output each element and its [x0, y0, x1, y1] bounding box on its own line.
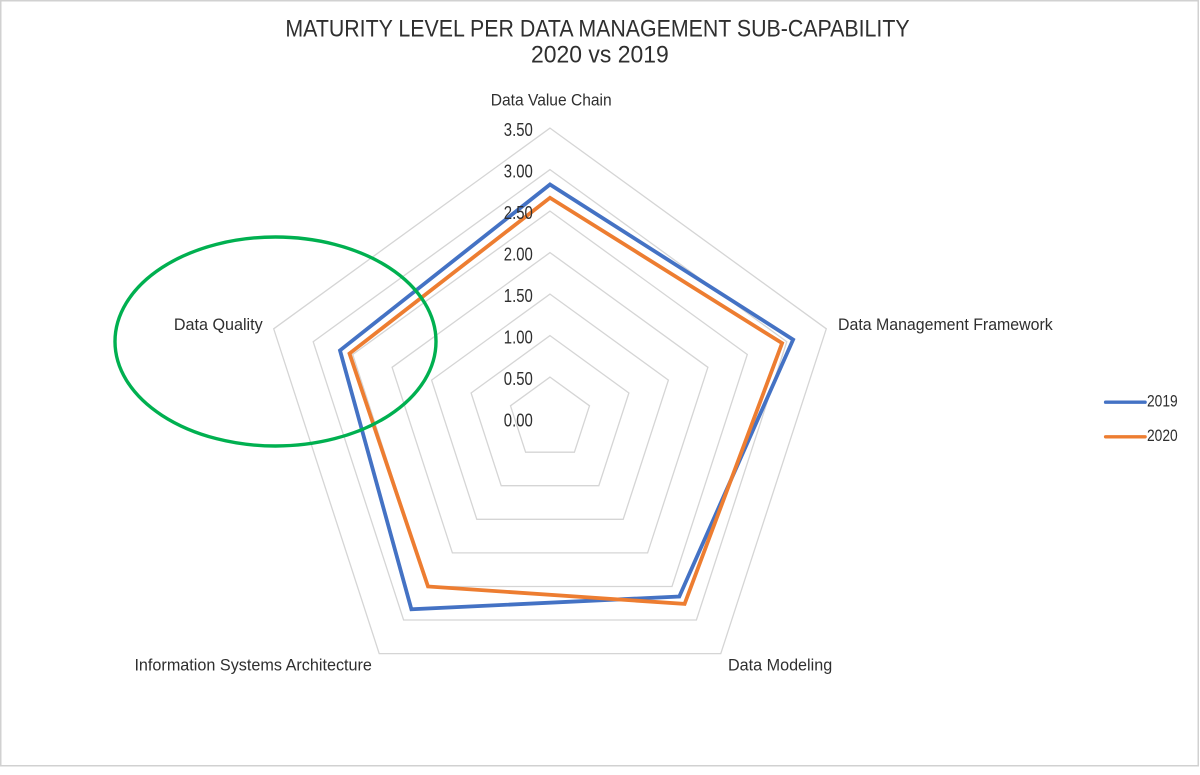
svg-text:2020: 2020 [1147, 427, 1178, 445]
svg-text:3.50: 3.50 [504, 119, 533, 140]
svg-text:1.00: 1.00 [504, 327, 533, 348]
svg-text:Data Value Chain: Data Value Chain [491, 92, 612, 110]
svg-text:2020 vs 2019: 2020 vs 2019 [531, 43, 669, 69]
svg-text:MATURITY LEVEL PER DATA MANAGE: MATURITY LEVEL PER DATA MANAGEMENT SUB-C… [285, 16, 909, 42]
svg-text:0.50: 0.50 [504, 368, 533, 389]
svg-text:Information Systems Architectu: Information Systems Architecture [134, 656, 372, 674]
svg-text:Data Quality: Data Quality [174, 316, 264, 334]
svg-text:0.00: 0.00 [504, 410, 533, 431]
svg-text:Data Modeling: Data Modeling [728, 656, 832, 674]
svg-text:2019: 2019 [1147, 392, 1178, 410]
svg-text:1.50: 1.50 [504, 285, 533, 306]
svg-text:2.00: 2.00 [504, 244, 533, 265]
svg-text:3.00: 3.00 [504, 161, 533, 182]
svg-text:2.50: 2.50 [504, 202, 533, 223]
svg-text:Data Management Framework: Data Management Framework [838, 316, 1054, 334]
